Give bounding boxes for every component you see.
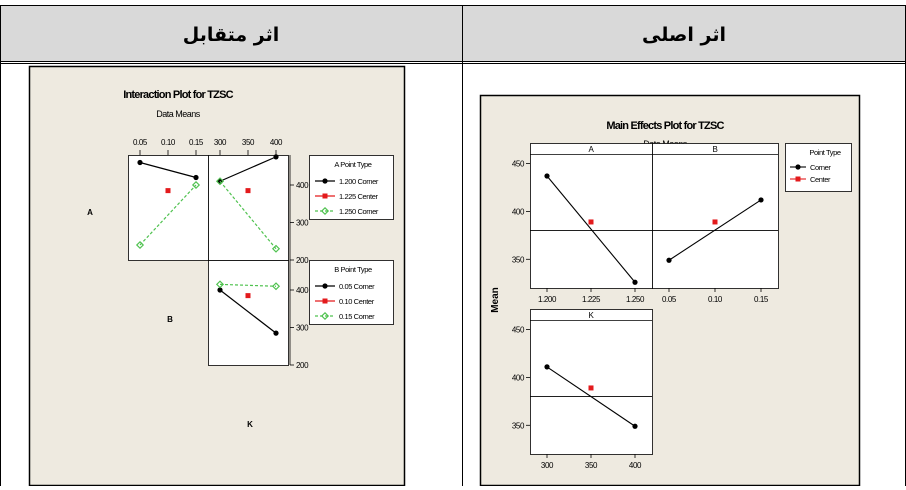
center-point: [588, 219, 594, 225]
y-tick-label: 450: [512, 326, 525, 335]
x-tick-label: 0.05: [662, 295, 677, 304]
interaction-point: [215, 177, 225, 186]
y-tick-label: 200: [296, 256, 309, 265]
interaction-point: [271, 282, 281, 291]
interaction-point: [245, 188, 251, 194]
interaction-point: [137, 159, 143, 166]
legend-marker: [320, 311, 330, 321]
legend-title: B Point Type: [334, 265, 372, 274]
x-tick-label: 1.225: [582, 295, 601, 304]
interaction-point: [217, 287, 223, 293]
corner-line: [546, 175, 636, 283]
interaction-panel-a-k: [208, 155, 289, 261]
interaction-point: [165, 188, 171, 194]
top-tick-b: 0.05: [133, 138, 148, 147]
interaction-point: [273, 154, 279, 160]
top-tick-k: 350: [242, 138, 255, 147]
main-effects-panel-k: [530, 309, 653, 455]
x-tick-label: 1.250: [626, 295, 645, 304]
interaction-point: [271, 244, 281, 253]
interaction-point: [273, 330, 279, 336]
main-effects-title: Main Effects Plot for TZSC: [606, 120, 724, 132]
top-tick-k: 400: [270, 138, 283, 147]
legend-entry: 0.05 Corner: [339, 282, 375, 291]
y-tick-label: 300: [296, 219, 309, 228]
interaction-line: [219, 289, 277, 334]
y-tick-label: 300: [296, 324, 309, 333]
x-tick-label: 0.10: [708, 295, 723, 304]
interaction-title: Interaction Plot for TZSC: [123, 89, 233, 101]
panel-strip-label: K: [589, 311, 595, 320]
x-tick-label: 0.15: [754, 295, 769, 304]
factor-label-a: A: [87, 208, 93, 217]
interaction-line: [139, 184, 197, 246]
y-tick-label: 200: [296, 361, 309, 370]
interaction-point: [193, 174, 199, 181]
x-tick-label: 1.200: [538, 295, 557, 304]
legend-entry: 1.250 Corner: [339, 207, 379, 216]
x-tick-label: 350: [585, 461, 598, 470]
center-point: [712, 219, 718, 225]
interaction-point: [245, 293, 251, 299]
legend-title: A Point Type: [334, 160, 371, 169]
y-tick-label: 400: [296, 286, 309, 295]
corner-point: [758, 197, 764, 203]
legend-entry: 1.200 Corner: [339, 177, 379, 186]
interaction-point: [135, 240, 145, 250]
interaction-point: [191, 180, 201, 190]
corner-point: [632, 423, 638, 429]
y-tick-label: 400: [512, 373, 525, 382]
legend-entry: 0.15 Corner: [339, 312, 375, 321]
legend-entry: 0.10 Center: [339, 297, 375, 306]
main-effects-panel-a: [530, 143, 653, 289]
legend-entry: Corner: [810, 163, 831, 172]
interaction-line: [219, 283, 277, 287]
top-tick-b: 0.15: [189, 138, 204, 147]
factor-label-k: K: [247, 420, 253, 429]
legend-entry: Center: [810, 175, 831, 184]
corner-point: [666, 257, 672, 263]
legend-entry: 1.225 Center: [339, 192, 378, 201]
x-tick-label: 400: [629, 461, 642, 470]
panel-strip-label: A: [589, 145, 595, 154]
x-tick-label: 300: [541, 461, 554, 470]
corner-line: [668, 199, 762, 261]
center-point: [588, 385, 594, 391]
interaction-plot: Interaction Plot for TZSC Data Means A B…: [28, 65, 406, 487]
y-tick-label: 400: [512, 207, 525, 216]
interaction-line: [219, 156, 277, 182]
legend-marker: [320, 206, 330, 216]
left-column-header: اثر متقابل: [183, 24, 280, 46]
y-tick-label: 350: [512, 421, 525, 430]
interaction-point: [215, 280, 225, 289]
interaction-subtitle: Data Means: [156, 109, 201, 119]
header-row: [0, 5, 906, 62]
interaction-line: [139, 161, 197, 179]
corner-point: [544, 364, 550, 370]
legend-title: Point Type: [809, 148, 841, 157]
right-column-header: اثر اصلی: [642, 24, 726, 46]
legend-marker: [322, 283, 328, 289]
panel-strip-label: B: [713, 145, 718, 154]
y-tick-label: 350: [512, 255, 525, 264]
corner-line: [546, 366, 636, 427]
y-tick-label: 450: [512, 160, 525, 169]
y-axis-label: Mean: [490, 287, 501, 313]
factor-label-b: B: [167, 315, 173, 324]
legend-marker: [795, 176, 801, 182]
legend-marker: [322, 178, 328, 184]
interaction-panel-b-k: [208, 260, 289, 366]
main-effects-plot: Main Effects Plot for TZSC Data Means Me…: [479, 94, 861, 487]
legend-marker: [322, 298, 328, 304]
corner-point: [544, 173, 550, 179]
main-effects-panel-b: [652, 143, 779, 289]
top-tick-k: 300: [214, 138, 227, 147]
corner-point: [632, 279, 638, 285]
top-tick-b: 0.10: [161, 138, 176, 147]
y-tick-label: 400: [296, 181, 309, 190]
legend-marker: [795, 164, 801, 170]
legend-marker: [322, 193, 328, 199]
